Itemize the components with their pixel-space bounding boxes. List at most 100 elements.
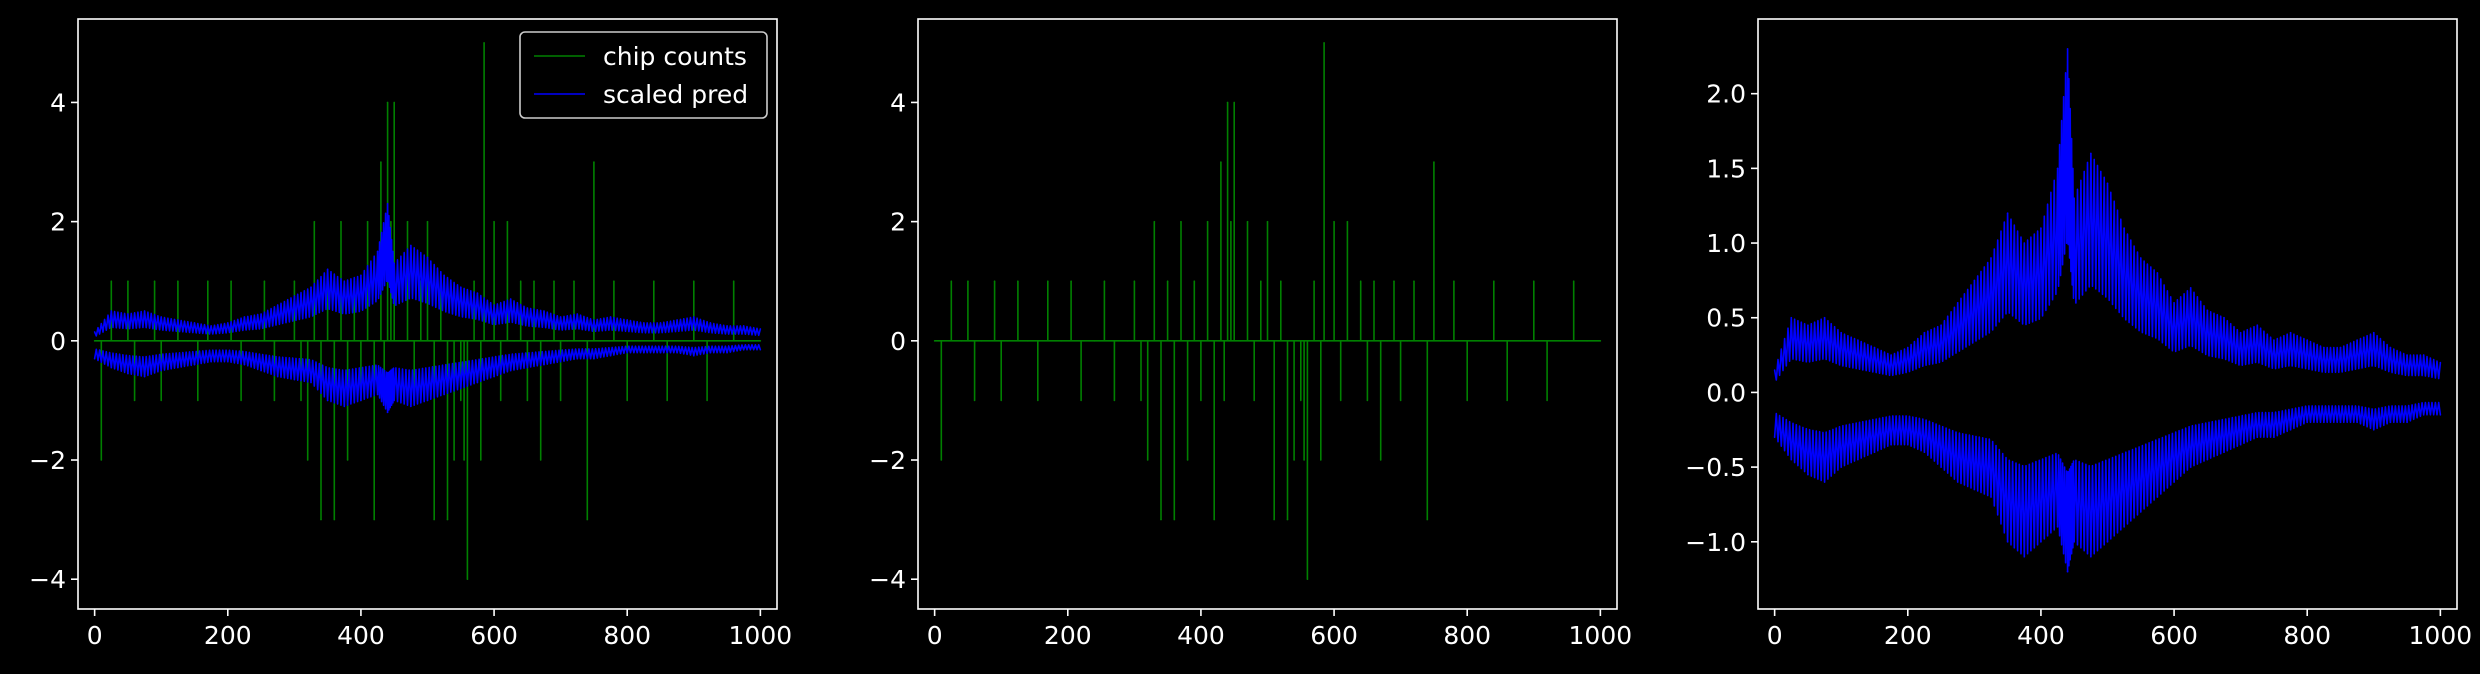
point-chip-counts: [1080, 399, 1082, 402]
point-chip-counts: [519, 280, 522, 283]
point-chip-counts: [1399, 399, 1402, 402]
point-chip-counts: [306, 459, 309, 461]
point-chip-counts: [692, 280, 695, 283]
point-scaled-pred-upper: [2339, 346, 2342, 349]
point-scaled-pred-lower: [2006, 540, 2009, 543]
point-scaled-pred-upper: [1790, 316, 1793, 319]
point-scaled-pred-upper: [226, 322, 229, 324]
point-chip-counts: [1359, 280, 1362, 283]
point-scaled-pred-upper: [493, 304, 495, 306]
point-scaled-pred-upper: [2389, 346, 2392, 349]
point-chip-counts: [340, 220, 342, 223]
point-chip-counts: [679, 340, 682, 342]
point-chip-counts: [1280, 280, 1282, 283]
point-chip-counts: [719, 340, 722, 342]
point-chip-counts: [110, 280, 113, 283]
point-scaled-pred-lower: [576, 357, 579, 360]
point-scaled-pred-upper: [676, 319, 678, 321]
point-scaled-pred-upper: [326, 268, 329, 271]
point-chip-counts: [1153, 220, 1156, 223]
series-scaled-pred-upper: [93, 202, 762, 337]
point-chip-counts: [293, 280, 296, 283]
point-chip-counts: [980, 340, 983, 342]
point-scaled-pred-lower: [110, 366, 113, 369]
point-scaled-pred-lower: [2073, 540, 2076, 543]
point-scaled-pred-lower: [476, 381, 479, 384]
point-scaled-pred-lower: [293, 378, 296, 381]
point-chip-counts: [167, 340, 169, 342]
point-chip-counts: [127, 280, 129, 283]
point-chip-counts: [286, 340, 289, 342]
point-chip-counts: [100, 459, 103, 461]
point-chip-counts: [546, 340, 549, 342]
point-scaled-pred-lower: [2040, 540, 2042, 543]
y-tick-label: 0: [50, 327, 66, 356]
point-chip-counts: [1506, 399, 1508, 402]
point-chip-counts: [1206, 220, 1209, 223]
point-scaled-pred-upper: [742, 325, 745, 327]
x-tick-label: 800: [2283, 621, 2331, 650]
y-tick-label: 4: [50, 88, 66, 117]
point-chip-counts: [426, 220, 429, 223]
point-scaled-pred-lower: [2090, 555, 2092, 558]
point-chip-counts: [573, 280, 575, 283]
point-scaled-pred-upper: [2323, 346, 2325, 349]
x-tick-label: 600: [470, 621, 518, 650]
point-chip-counts: [160, 399, 163, 402]
point-scaled-pred-lower: [626, 351, 629, 354]
point-chip-counts: [240, 399, 242, 402]
point-chip-counts: [1180, 220, 1182, 223]
point-chip-counts: [1339, 399, 1342, 402]
point-chip-counts: [1479, 340, 1482, 342]
point-scaled-pred-upper: [1956, 301, 1959, 304]
point-scaled-pred-upper: [692, 316, 695, 318]
point-chip-counts: [1393, 280, 1395, 283]
point-scaled-pred-lower: [2339, 421, 2342, 424]
point-scaled-pred-lower: [1823, 481, 1826, 483]
point-scaled-pred-lower: [1890, 443, 1892, 446]
point-chip-counts: [1233, 101, 1236, 104]
point-chip-counts: [253, 340, 256, 342]
point-scaled-pred-lower: [243, 363, 246, 366]
point-chip-counts: [220, 340, 222, 342]
legend-label: scaled pred: [603, 80, 748, 109]
point-chip-counts: [613, 280, 615, 283]
series-scaled-pred-lower: [1773, 401, 2442, 573]
y-tick-label: −2: [29, 446, 66, 475]
y-tick-label: −4: [869, 565, 906, 594]
point-chip-counts: [1047, 280, 1049, 283]
point-chip-counts: [1266, 220, 1269, 223]
point-chip-counts: [1253, 399, 1255, 402]
point-chip-counts: [320, 518, 322, 521]
point-scaled-pred-lower: [742, 348, 745, 351]
point-chip-counts: [1226, 101, 1229, 104]
point-scaled-pred-lower: [2023, 555, 2026, 558]
point-scaled-pred-lower: [559, 360, 562, 363]
point-scaled-pred-lower: [2156, 496, 2159, 498]
point-scaled-pred-upper: [2173, 301, 2175, 304]
point-scaled-pred-upper: [376, 250, 379, 253]
y-tick-label: −0.5: [1685, 453, 1746, 482]
point-scaled-pred-lower: [2273, 436, 2275, 439]
legend-label: chip counts: [603, 42, 747, 71]
point-scaled-pred-upper: [643, 322, 645, 324]
point-scaled-pred-upper: [1873, 346, 1876, 349]
point-chip-counts: [599, 340, 602, 342]
point-scaled-pred-upper: [2306, 339, 2309, 341]
point-scaled-pred-upper: [2106, 182, 2109, 185]
point-chip-counts: [1273, 518, 1275, 521]
point-chip-counts: [1319, 459, 1322, 461]
x-tick-label: 0: [1767, 621, 1783, 650]
point-scaled-pred-lower: [1973, 488, 1976, 491]
point-scaled-pred-lower: [1807, 473, 1809, 476]
point-scaled-pred-upper: [260, 313, 262, 315]
point-scaled-pred-upper: [177, 319, 179, 321]
point-scaled-pred-lower: [2406, 421, 2408, 424]
point-scaled-pred-lower: [493, 375, 495, 378]
point-scaled-pred-upper: [393, 262, 396, 265]
point-scaled-pred-lower: [1790, 458, 1793, 461]
point-scaled-pred-upper: [2239, 331, 2242, 334]
point-chip-counts: [1559, 340, 1562, 342]
point-chip-counts: [732, 280, 735, 283]
point-scaled-pred-upper: [2406, 354, 2408, 356]
